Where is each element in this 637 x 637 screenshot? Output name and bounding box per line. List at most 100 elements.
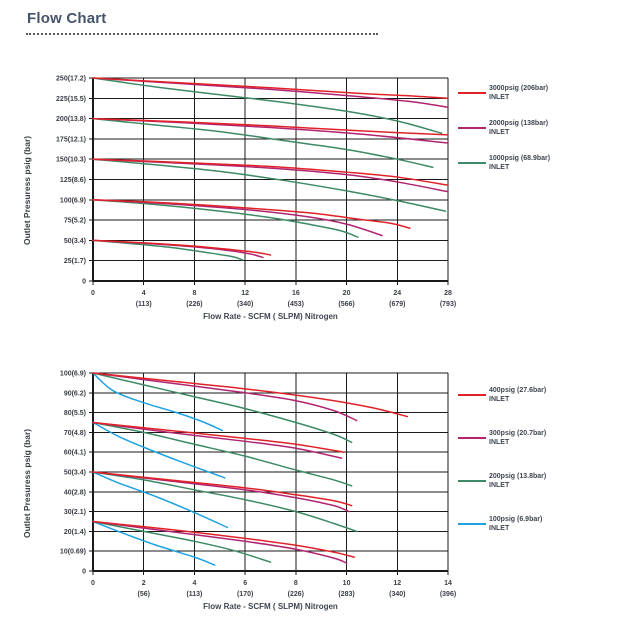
x-tick-label: 28 — [444, 290, 452, 297]
series-line-200psig-set25 — [92, 520, 272, 563]
series-line-3000psig-set200 — [92, 117, 449, 136]
x-tick-sublabel: (170) — [237, 591, 253, 598]
series-line-200psig-set75 — [92, 421, 353, 487]
y-tick-label: 75(5.2) — [64, 218, 86, 225]
y-tick-label: 0 — [82, 569, 86, 576]
legend-label: 3000psig (206bar) INLET — [489, 85, 549, 101]
y-tick-label: 100(6.9) — [60, 197, 86, 204]
x-tick-label: 16 — [292, 290, 300, 297]
series-line-200psig-set50 — [92, 471, 358, 533]
legend-label: 400psig (27.6bar) INLET — [489, 387, 547, 403]
legend-swatch — [458, 394, 486, 396]
series-line-2000psig-set250 — [92, 77, 449, 108]
series-line-1000psig-set50 — [92, 239, 244, 261]
x-tick-label: 20 — [343, 290, 351, 297]
legend-swatch — [458, 162, 486, 164]
legend-2: 400psig (27.6bar) INLET 300psig (20.7bar) I… — [458, 386, 628, 558]
series-line-3000psig-set100 — [92, 199, 411, 229]
y-tick-label: 30(2.1) — [64, 509, 86, 516]
legend-label: 100psig (6.9bar) INLET — [489, 516, 543, 532]
series-line-100psig-set25 — [92, 520, 216, 566]
y-axis-title-1: Outlet Presuress psig (bar) — [22, 135, 32, 245]
series-line-100psig-set75 — [92, 421, 226, 479]
x-tick-label: 8 — [294, 580, 298, 587]
y-axis-title-2: Outlet Presuress psig (bar) — [22, 428, 32, 538]
series-line-100psig-set50 — [92, 471, 229, 529]
y-tick-label: 0 — [82, 279, 86, 286]
legend-swatch — [458, 480, 486, 482]
series-line-3000psig-set250 — [92, 77, 449, 100]
x-tick-sublabel: (113) — [136, 301, 152, 308]
x-tick-label: 6 — [243, 580, 247, 587]
legend-label: 1000psig (68.9bar) INLET — [489, 155, 551, 171]
x-axis-title-1: Flow Rate - SCFM ( SLPM) Nitrogen — [203, 312, 338, 321]
series-line-1000psig-set150 — [92, 158, 447, 212]
y-tick-label: 40(2.8) — [64, 489, 86, 496]
x-tick-sublabel: (679) — [389, 301, 405, 308]
series-line-100psig-set100 — [92, 372, 224, 432]
y-tick-label: 200(13.8) — [56, 116, 86, 123]
series-line-200psig-set100 — [92, 372, 353, 444]
x-tick-sublabel: (340) — [389, 591, 405, 598]
series-line-3000psig-set150 — [92, 158, 449, 186]
legend-item: 200psig (13.8bar) INLET — [458, 472, 628, 490]
x-tick-sublabel: (453) — [288, 301, 304, 308]
legend-item: 100psig (6.9bar) INLET — [458, 515, 628, 533]
legend-label: 2000psig (138bar) INLET — [489, 120, 549, 136]
x-tick-sublabel: (226) — [186, 301, 202, 308]
legend-item: 300psig (20.7bar) INLET — [458, 429, 628, 447]
title-dotted-rule — [26, 33, 378, 35]
legend-item: 400psig (27.6bar) INLET — [458, 386, 628, 404]
y-tick-label: 25(1.7) — [64, 258, 86, 265]
legend-label: 300psig (20.7bar) INLET — [489, 430, 547, 446]
x-tick-sublabel: (226) — [288, 591, 304, 598]
y-tick-label: 10(0.69) — [60, 549, 86, 556]
legend-swatch — [458, 437, 486, 439]
series-line-1000psig-set100 — [92, 199, 359, 238]
y-tick-label: 50(3.4) — [64, 238, 86, 245]
legend-1: 3000psig (206bar) INLET 2000psig (138bar) I… — [458, 84, 628, 189]
x-tick-label: 0 — [91, 290, 95, 297]
y-tick-label: 90(6.2) — [64, 390, 86, 397]
legend-label: 200psig (13.8bar) INLET — [489, 473, 547, 489]
x-tick-label: 8 — [192, 290, 196, 297]
series-line-3000psig-set50 — [92, 239, 272, 256]
page-title: Flow Chart — [27, 10, 107, 27]
y-tick-label: 50(3.4) — [64, 470, 86, 477]
series-line-1000psig-set250 — [92, 77, 443, 134]
series-line-400psig-set100 — [92, 372, 409, 418]
x-tick-label: 4 — [142, 290, 146, 297]
x-tick-label: 12 — [241, 290, 249, 297]
x-tick-sublabel: (283) — [338, 591, 354, 598]
x-tick-label: 4 — [192, 580, 196, 587]
series-line-300psig-set25 — [92, 520, 348, 564]
x-tick-label: 12 — [393, 580, 401, 587]
legend-item: 2000psig (138bar) INLET — [458, 119, 628, 137]
y-tick-label: 20(1.4) — [64, 529, 86, 536]
x-tick-sublabel: (113) — [186, 591, 202, 598]
x-tick-label: 24 — [393, 290, 401, 297]
series-line-1000psig-set200 — [92, 117, 434, 169]
x-tick-sublabel: (56) — [137, 591, 149, 598]
x-tick-label: 2 — [142, 580, 146, 587]
y-tick-label: 70(4.8) — [64, 430, 86, 437]
y-tick-label: 60(4.1) — [64, 450, 86, 457]
y-tick-label: 150(10.3) — [56, 157, 86, 164]
x-tick-sublabel: (566) — [338, 301, 354, 308]
y-tick-label: 100(6.9) — [60, 371, 86, 378]
y-tick-label: 125(8.6) — [60, 177, 86, 184]
chart-canvas-1: 250(17.2) 225(15.5) 200(13.8) 175(12.1) 150(… — [56, 76, 456, 309]
legend-item: 1000psig (68.9bar) INLET — [458, 154, 628, 172]
legend-swatch — [458, 523, 486, 525]
x-tick-sublabel: (396) — [440, 591, 456, 598]
chart-canvas-2: 100(6.9) 90(6.2) 80(5.5) 70(4.8) 60(4.1) 50(3… — [60, 371, 456, 599]
x-tick-sublabel: (340) — [237, 301, 253, 308]
x-tick-label: 14 — [444, 580, 452, 587]
x-axis-title-2: Flow Rate - SCFM ( SLPM) Nitrogen — [203, 602, 338, 611]
x-tick-label: 10 — [343, 580, 351, 587]
y-tick-label: 250(17.2) — [56, 76, 86, 83]
series-line-300psig-set100 — [92, 372, 358, 422]
series-line-400psig-set25 — [92, 520, 355, 558]
legend-item: 3000psig (206bar) INLET — [458, 84, 628, 102]
